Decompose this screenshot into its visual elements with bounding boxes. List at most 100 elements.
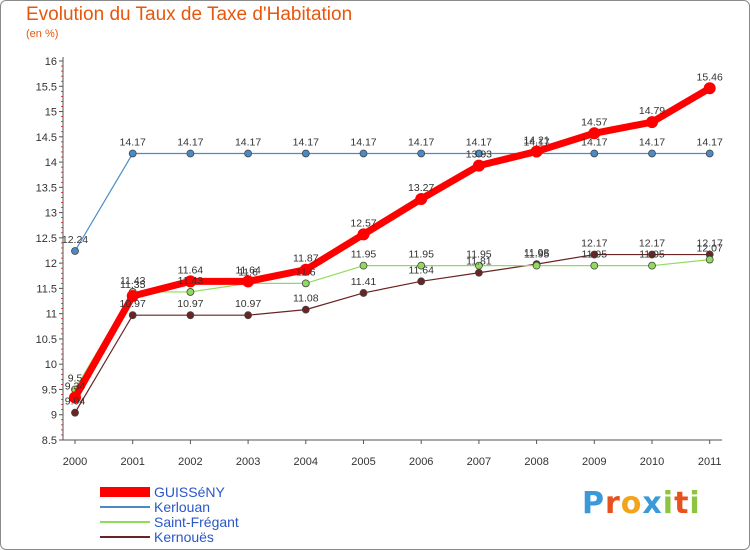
logo-letter: t: [674, 486, 690, 521]
data-point: [648, 149, 656, 158]
legend-label: Kernouës: [154, 529, 214, 545]
data-point: [474, 149, 483, 158]
y-tick-label: 11: [46, 309, 57, 321]
y-tick-label: 13: [45, 208, 57, 220]
y-tick-label: 9: [51, 410, 57, 422]
data-point: [184, 275, 197, 288]
data-point: [417, 277, 426, 286]
data-label: 11.81: [466, 256, 492, 268]
data-point: [301, 305, 310, 314]
y-tick-label: 14: [45, 157, 57, 169]
x-tick-label: 2003: [236, 456, 260, 468]
data-label: 12.07: [697, 243, 723, 255]
logo-letter: i: [662, 486, 675, 521]
data-label: 12.57: [350, 217, 376, 229]
data-label: 14.17: [523, 136, 549, 148]
data-label: 11.95: [351, 249, 377, 261]
y-axis-ticks: 8.5 9 9.5 10 10.5 11 11.5 12 12.5 13 13.5 14 14.5 15 1…: [36, 56, 63, 447]
data-point: [532, 261, 541, 270]
data-point: [301, 279, 310, 288]
x-tick-label: 2004: [294, 456, 318, 468]
x-tick-label: 2008: [524, 456, 548, 468]
data-label: 12.17: [697, 238, 723, 250]
data-label: 15.46: [697, 71, 723, 83]
data-point: [588, 127, 601, 140]
data-label: 12.17: [639, 238, 665, 250]
data-point: [359, 149, 368, 158]
data-label: 14.17: [408, 136, 434, 148]
data-label: 14.17: [350, 136, 376, 148]
data-point: [301, 149, 310, 158]
data-label: 11.35: [120, 279, 146, 291]
chart-title: Evolution du Taux de Taxe d'Habitation: [26, 4, 353, 25]
data-point: [472, 159, 485, 172]
data-label: 14.17: [177, 136, 203, 148]
y-tick-label: 13.5: [36, 182, 57, 194]
legend-label: GUISSéNY: [154, 484, 225, 500]
data-point: [648, 261, 656, 270]
data-label: 11.64: [408, 264, 434, 276]
data-label: 11.6: [296, 266, 316, 278]
legend-label: Saint-Frégant: [154, 514, 239, 530]
y-tick-label: 16: [45, 56, 57, 68]
data-label: 14.79: [639, 105, 665, 117]
series-GUISSéNY: [69, 82, 716, 404]
y-tick-label: 14.5: [36, 132, 57, 144]
data-label: 10.97: [235, 298, 261, 310]
series-layer: [69, 82, 716, 417]
data-point: [299, 263, 312, 276]
series-Saint-Frégant: [71, 255, 714, 394]
x-tick-label: 2000: [63, 456, 87, 468]
data-label: 11.64: [235, 264, 261, 276]
data-point: [590, 250, 599, 259]
logo-letter: r: [605, 486, 621, 521]
series-line: [71, 85, 712, 400]
y-tick-label: 10: [45, 359, 57, 371]
data-point: [705, 149, 714, 158]
logo-letter: i: [689, 486, 701, 521]
y-tick-label: 12.5: [36, 233, 57, 245]
data-label: 9.34: [65, 381, 86, 393]
x-tick-label: 2009: [582, 456, 606, 468]
data-point: [186, 149, 195, 158]
data-point: [590, 261, 599, 270]
data-point: [417, 149, 426, 158]
data-point: [648, 250, 656, 259]
legend-swatch: [100, 506, 150, 508]
x-tick-label: 2011: [698, 456, 722, 468]
logo-letter: o: [620, 486, 643, 521]
chart-subtitle: (en %): [26, 28, 59, 40]
data-label: 9.5: [68, 372, 83, 384]
data-label: 11.6: [238, 266, 258, 278]
legend-swatch: [100, 521, 150, 523]
data-label: 10.97: [120, 298, 146, 310]
data-point: [71, 408, 79, 417]
y-tick-label: 15: [45, 107, 57, 119]
series-line: [74, 152, 710, 252]
data-label: 14.17: [235, 136, 261, 148]
data-label: 14.17: [293, 136, 319, 148]
data-label: 13.27: [408, 182, 434, 194]
data-label: 11.95: [639, 249, 665, 261]
data-point: [128, 311, 137, 320]
x-tick-label: 2005: [351, 456, 375, 468]
data-point: [359, 289, 368, 297]
y-tick-label: 15.5: [36, 81, 57, 93]
x-tick-label: 2007: [467, 456, 491, 468]
data-label: 11.08: [293, 293, 319, 305]
data-point: [474, 261, 483, 270]
data-label: 14.57: [581, 116, 607, 128]
data-label: 11.64: [178, 264, 204, 276]
proxiti-logo: Proxiti: [582, 486, 701, 521]
data-point: [244, 149, 253, 158]
data-label: 13.93: [466, 149, 492, 161]
data-label: 12.17: [581, 238, 607, 250]
series-Kernouës: [71, 250, 714, 417]
data-label: 12.24: [62, 234, 88, 246]
legend-swatch: [100, 536, 150, 538]
data-label: 14.17: [120, 136, 146, 148]
data-point: [186, 288, 195, 296]
data-label: 11.98: [524, 247, 550, 259]
